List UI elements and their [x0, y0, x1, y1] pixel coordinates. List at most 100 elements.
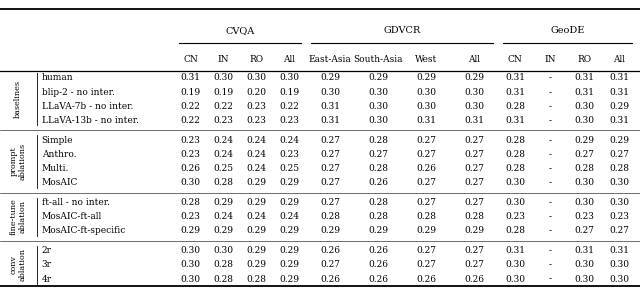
Text: 0.29: 0.29: [280, 275, 300, 283]
Text: 0.30: 0.30: [506, 275, 525, 283]
Text: 0.30: 0.30: [575, 275, 595, 283]
Text: 0.26: 0.26: [180, 164, 200, 173]
Text: -: -: [548, 116, 552, 125]
Text: 0.30: 0.30: [214, 73, 234, 82]
Text: 0.28: 0.28: [575, 164, 595, 173]
Text: 0.31: 0.31: [609, 116, 630, 125]
Text: 0.29: 0.29: [609, 102, 630, 111]
Text: 0.23: 0.23: [280, 116, 300, 125]
Text: 0.29: 0.29: [609, 136, 630, 145]
Text: 0.23: 0.23: [575, 212, 595, 221]
Text: 0.28: 0.28: [368, 164, 388, 173]
Text: 0.24: 0.24: [246, 150, 266, 159]
Text: 0.24: 0.24: [246, 212, 266, 221]
Text: 0.31: 0.31: [609, 246, 630, 255]
Text: 0.30: 0.30: [416, 88, 436, 97]
Text: 0.27: 0.27: [416, 246, 436, 255]
Text: 0.28: 0.28: [368, 198, 388, 207]
Text: 0.28: 0.28: [506, 164, 525, 173]
Text: 0.31: 0.31: [575, 246, 595, 255]
Text: -: -: [548, 212, 552, 221]
Text: 0.19: 0.19: [180, 88, 200, 97]
Text: 3r: 3r: [42, 260, 52, 269]
Text: 0.23: 0.23: [246, 116, 266, 125]
Text: 0.30: 0.30: [368, 102, 388, 111]
Text: 0.27: 0.27: [464, 136, 484, 145]
Text: 0.27: 0.27: [575, 150, 595, 159]
Text: 0.30: 0.30: [575, 102, 595, 111]
Text: 0.27: 0.27: [464, 164, 484, 173]
Text: 0.31: 0.31: [575, 73, 595, 82]
Text: 0.30: 0.30: [180, 178, 200, 187]
Text: 0.27: 0.27: [609, 150, 630, 159]
Text: 0.30: 0.30: [214, 246, 234, 255]
Text: 0.29: 0.29: [575, 136, 595, 145]
Text: South-Asia: South-Asia: [353, 55, 403, 63]
Text: 0.29: 0.29: [246, 198, 266, 207]
Text: 0.30: 0.30: [320, 88, 340, 97]
Text: RO: RO: [250, 55, 264, 63]
Text: 0.31: 0.31: [609, 88, 630, 97]
Text: -: -: [548, 150, 552, 159]
Text: 0.27: 0.27: [464, 178, 484, 187]
Text: 0.29: 0.29: [246, 178, 266, 187]
Text: 0.29: 0.29: [280, 178, 300, 187]
Text: 0.24: 0.24: [246, 164, 266, 173]
Text: 0.28: 0.28: [214, 178, 234, 187]
Text: 0.30: 0.30: [246, 73, 266, 82]
Text: 0.31: 0.31: [575, 88, 595, 97]
Text: 0.29: 0.29: [368, 227, 388, 235]
Text: 0.29: 0.29: [464, 73, 484, 82]
Text: 0.28: 0.28: [609, 164, 630, 173]
Text: -: -: [548, 275, 552, 283]
Text: 0.29: 0.29: [320, 227, 340, 235]
Text: 0.27: 0.27: [368, 150, 388, 159]
Text: 0.26: 0.26: [320, 246, 340, 255]
Text: 0.23: 0.23: [246, 102, 266, 111]
Text: GDVCR: GDVCR: [383, 27, 420, 35]
Text: 0.30: 0.30: [368, 116, 388, 125]
Text: All: All: [614, 55, 625, 63]
Text: 0.29: 0.29: [368, 73, 388, 82]
Text: 0.28: 0.28: [368, 212, 388, 221]
Text: 0.28: 0.28: [320, 212, 340, 221]
Text: 0.27: 0.27: [320, 136, 340, 145]
Text: 0.24: 0.24: [214, 136, 234, 145]
Text: 2r: 2r: [42, 246, 52, 255]
Text: human: human: [42, 73, 73, 82]
Text: CN: CN: [183, 55, 198, 63]
Text: 0.23: 0.23: [214, 116, 234, 125]
Text: 0.29: 0.29: [416, 227, 436, 235]
Text: 0.29: 0.29: [320, 73, 340, 82]
Text: 0.28: 0.28: [416, 212, 436, 221]
Text: -: -: [548, 198, 552, 207]
Text: 0.27: 0.27: [320, 164, 340, 173]
Text: -: -: [548, 136, 552, 145]
Text: Simple: Simple: [42, 136, 73, 145]
Text: 0.30: 0.30: [609, 198, 630, 207]
Text: 0.26: 0.26: [368, 178, 388, 187]
Text: 0.23: 0.23: [609, 212, 629, 221]
Text: 0.22: 0.22: [280, 102, 300, 111]
Text: 0.29: 0.29: [464, 227, 484, 235]
Text: 0.31: 0.31: [416, 116, 436, 125]
Text: 0.23: 0.23: [280, 150, 300, 159]
Text: 0.29: 0.29: [246, 246, 266, 255]
Text: -: -: [548, 246, 552, 255]
Text: 0.26: 0.26: [464, 275, 484, 283]
Text: 0.29: 0.29: [214, 227, 234, 235]
Text: prompt
ablations: prompt ablations: [10, 143, 26, 180]
Text: 0.29: 0.29: [280, 227, 300, 235]
Text: 0.30: 0.30: [575, 178, 595, 187]
Text: 0.22: 0.22: [180, 116, 200, 125]
Text: 0.29: 0.29: [280, 198, 300, 207]
Text: 0.19: 0.19: [214, 88, 234, 97]
Text: -: -: [548, 102, 552, 111]
Text: 0.27: 0.27: [416, 136, 436, 145]
Text: 0.30: 0.30: [180, 260, 200, 269]
Text: MosAIC-ft-all: MosAIC-ft-all: [42, 212, 102, 221]
Text: All: All: [468, 55, 480, 63]
Text: 0.29: 0.29: [180, 227, 200, 235]
Text: 0.28: 0.28: [506, 227, 525, 235]
Text: GeoDE: GeoDE: [550, 27, 584, 35]
